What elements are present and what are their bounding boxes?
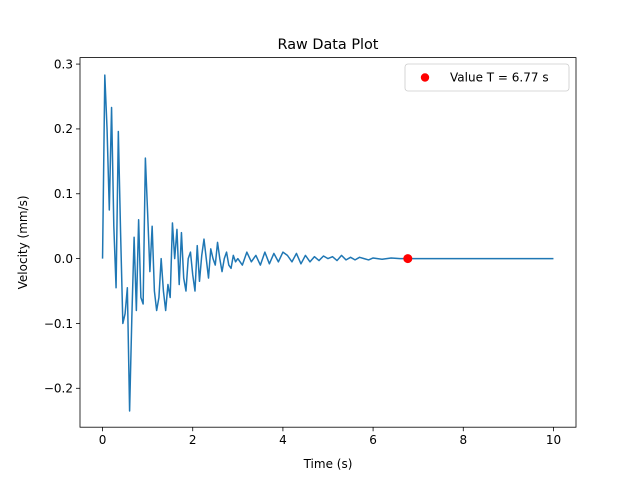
x-tick-label: 8 [459,433,467,447]
x-axis-label: Time (s) [303,457,353,471]
marker-point [403,254,413,264]
y-tick-label: 0.3 [54,57,73,71]
plot-area [101,74,554,412]
legend-label: Value T = 6.77 s [450,71,549,85]
chart-title: Raw Data Plot [278,37,379,53]
y-axis-label: Velocity (mm/s) [16,195,30,289]
x-tick-label: 10 [546,433,561,447]
x-tick-label: 0 [99,433,107,447]
x-tick-label: 4 [279,433,287,447]
y-tick-label: −0.2 [44,382,73,396]
x-axis: 0 2 4 6 8 10 [99,427,561,447]
y-tick-label: −0.1 [44,317,73,331]
legend: Value T = 6.77 s [404,63,570,92]
x-tick-label: 6 [369,433,377,447]
legend-marker [420,73,430,82]
y-tick-label: 0.1 [54,187,73,201]
y-tick-label: 0.0 [54,252,73,266]
legend-box [404,63,570,92]
x-tick-label: 2 [189,433,197,447]
y-tick-label: 0.2 [54,122,73,136]
series-line-0 [101,74,554,412]
axes-frame [79,57,577,428]
y-axis: −0.2 −0.1 0.0 0.1 0.2 0.3 [44,57,80,396]
